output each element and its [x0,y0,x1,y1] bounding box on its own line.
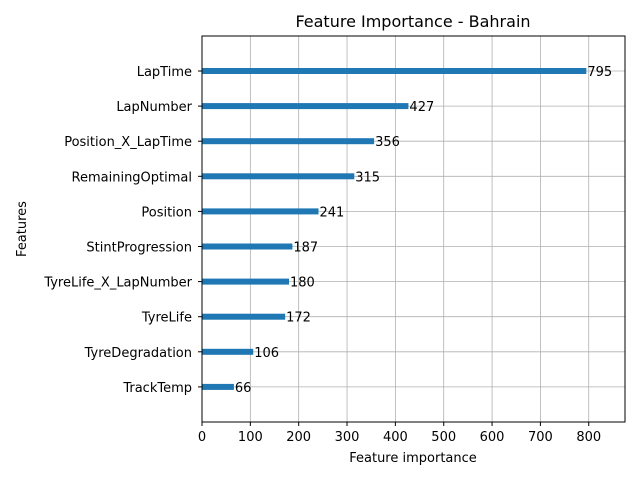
bar [202,208,319,215]
bar [202,68,587,74]
x-tick-label: 200 [286,430,311,445]
category-label: RemainingOptimal [72,170,192,185]
bar [202,138,375,145]
chart-title: Feature Importance - Bahrain [295,12,530,31]
bar [202,383,234,390]
x-axis-label: Feature importance [349,451,477,466]
bar [202,278,290,285]
category-label: TyreDegradation [84,346,192,361]
value-label: 315 [355,170,380,185]
category-label: TyreLife [141,311,192,326]
x-tick-label: 0 [198,430,206,445]
category-label: LapTime [137,65,192,80]
grid-layer [201,36,625,422]
value-label: 180 [290,276,315,291]
value-label: 356 [375,135,400,150]
value-label: 187 [293,241,318,256]
value-label: 241 [320,205,345,220]
bar [202,348,254,355]
x-tick-label: 100 [238,430,263,445]
x-tick-label: 500 [431,430,456,445]
bar [202,173,355,180]
x-tick-label: 700 [528,430,553,445]
category-label: Position_X_LapTime [64,135,192,150]
value-label: 66 [235,381,252,396]
category-label: StintProgression [86,241,192,256]
category-label: Position [141,205,192,220]
bar [202,243,293,250]
category-label: TyreLife_X_LapNumber [43,276,192,291]
x-tick-label: 600 [480,430,505,445]
value-label: 427 [409,100,434,115]
x-tick-label: 400 [383,430,408,445]
tick-layer [198,70,590,426]
bar [202,103,409,110]
x-tick-label: 800 [576,430,601,445]
category-label: TrackTemp [122,381,192,396]
y-axis-label: Features [15,201,30,257]
x-tick-label: 300 [335,430,360,445]
bar-layer [202,68,587,390]
bar [202,313,286,320]
plot-frame [201,35,626,423]
value-label: 172 [286,311,311,326]
category-label: LapNumber [116,100,192,115]
value-label: 106 [254,346,279,361]
value-label: 795 [587,65,612,80]
label-layer: 0 100 200 300 400 500 600 700 800 LapTime 795 LapNu… [43,65,612,445]
